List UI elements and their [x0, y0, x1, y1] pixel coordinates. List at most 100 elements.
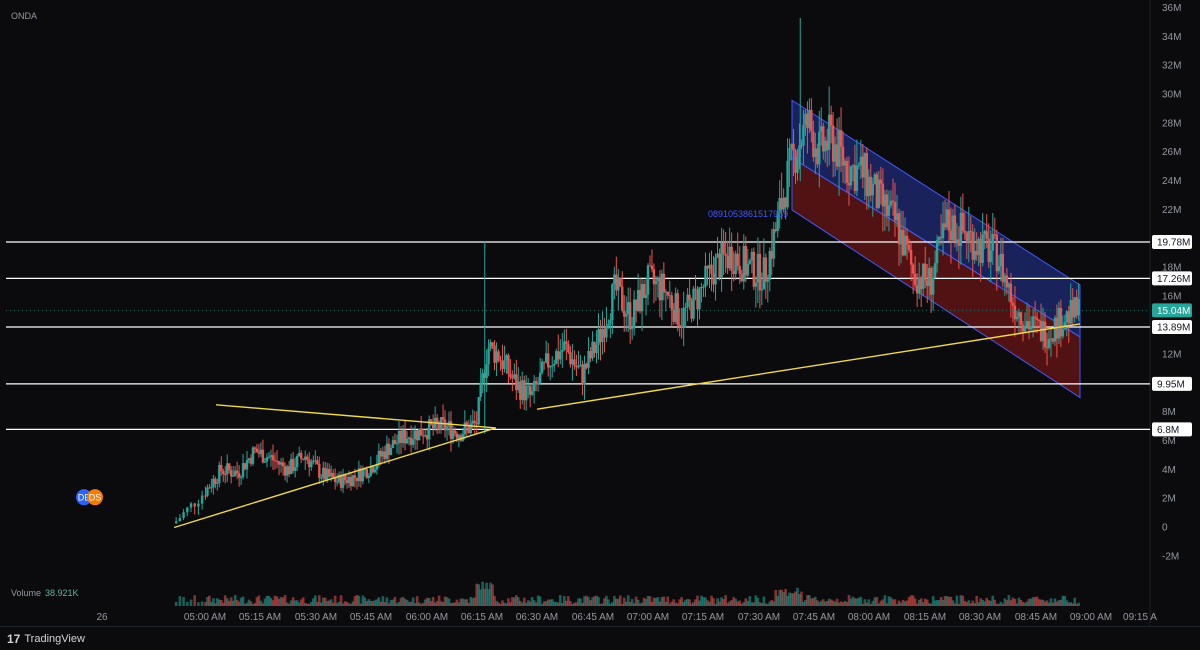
candle-body	[275, 460, 279, 462]
candle-body	[1067, 311, 1070, 324]
volume-bar	[314, 595, 317, 606]
candle-body	[603, 328, 606, 338]
volume-bar	[698, 600, 701, 606]
volume-bar	[441, 602, 445, 606]
volume-bar	[552, 601, 556, 606]
candle-body	[449, 421, 453, 439]
volume-bar	[722, 599, 725, 606]
candle-body	[269, 455, 273, 457]
candle-body	[903, 235, 907, 256]
candle-body	[907, 244, 911, 250]
y-tick-label: 36M	[1162, 3, 1181, 14]
volume-bar	[331, 602, 335, 606]
volume-bar	[762, 596, 766, 606]
volume-bar	[421, 602, 425, 606]
volume-bar	[778, 589, 781, 606]
volume-bar	[700, 595, 703, 606]
volume-bar	[289, 600, 293, 606]
candle-body	[501, 360, 504, 369]
volume-bar	[853, 598, 857, 606]
volume-bar	[674, 602, 678, 606]
volume-bar	[1047, 602, 1051, 606]
volume-bar	[899, 602, 903, 606]
candle-body	[304, 456, 307, 460]
candle-body	[617, 278, 620, 291]
trend-line	[215, 404, 496, 429]
candle-body	[351, 475, 355, 487]
candle-body	[218, 464, 221, 483]
volume-bar	[487, 589, 490, 606]
candle-body	[857, 165, 861, 167]
candle-body	[746, 263, 749, 276]
x-tick-label: 05:45 AM	[350, 612, 392, 623]
candle-body	[540, 361, 544, 373]
candle-body	[487, 348, 490, 365]
candle-body	[985, 231, 988, 239]
candle-body	[599, 329, 602, 343]
volume-bar	[814, 596, 817, 606]
volume-bar	[299, 599, 303, 606]
volume-bar	[381, 596, 385, 606]
candle-body	[573, 359, 576, 366]
candle-body	[571, 359, 574, 365]
volume-bar	[658, 601, 662, 606]
volume-bar	[383, 601, 387, 606]
candle-body	[399, 430, 403, 444]
volume-bar	[845, 601, 849, 606]
volume-bar	[465, 599, 469, 606]
y-tick-label: 32M	[1162, 61, 1181, 72]
candle-body	[859, 156, 863, 166]
volume-bar	[806, 595, 809, 606]
candle-body	[331, 472, 335, 478]
candle-body	[479, 382, 482, 398]
volume-bar	[1045, 600, 1049, 606]
candle-body	[527, 385, 530, 387]
candle-body	[812, 131, 815, 158]
candle-body	[927, 268, 931, 286]
candle-body	[385, 443, 389, 459]
volume-bar	[318, 595, 321, 606]
volume-bar	[624, 601, 628, 606]
candle-body	[333, 477, 337, 483]
candle-body	[335, 481, 339, 483]
candle-body	[314, 460, 317, 462]
volume-bar	[921, 602, 925, 606]
volume-bar	[251, 603, 255, 606]
volume-bar	[233, 595, 237, 606]
candle-body	[816, 148, 819, 165]
candle-body	[395, 443, 399, 445]
candle-body	[917, 277, 921, 294]
volume-bar	[776, 595, 779, 606]
candle-body	[676, 293, 679, 326]
volume-bar	[925, 599, 929, 606]
volume-bar	[825, 601, 829, 606]
candle-body	[806, 113, 809, 129]
volume-bar	[561, 602, 564, 606]
volume-bar	[379, 601, 383, 606]
candle-body	[1001, 253, 1005, 283]
volume-bar	[419, 603, 423, 606]
volume-bar	[371, 601, 375, 606]
volume-bar	[253, 603, 257, 606]
candle-body	[443, 419, 447, 431]
symbol-label: ONDA	[11, 11, 38, 21]
volume-bar	[532, 600, 536, 606]
current-price-tag	[1152, 303, 1192, 318]
tradingview-logo[interactable]: 17 TradingView	[7, 632, 85, 646]
candle-body	[891, 200, 895, 202]
candle-body	[924, 263, 927, 281]
volume-bar	[1033, 597, 1037, 606]
volume-bar	[505, 603, 508, 606]
candle-body	[863, 153, 867, 178]
volume-bar	[415, 596, 419, 606]
candle-body	[204, 495, 207, 497]
candle-body	[369, 466, 372, 476]
volume-bar	[893, 599, 897, 606]
candle-body	[397, 430, 401, 444]
volume-bar	[617, 598, 620, 606]
candle-body	[475, 422, 478, 425]
volume-bar	[680, 597, 683, 606]
volume-bar	[716, 598, 719, 606]
